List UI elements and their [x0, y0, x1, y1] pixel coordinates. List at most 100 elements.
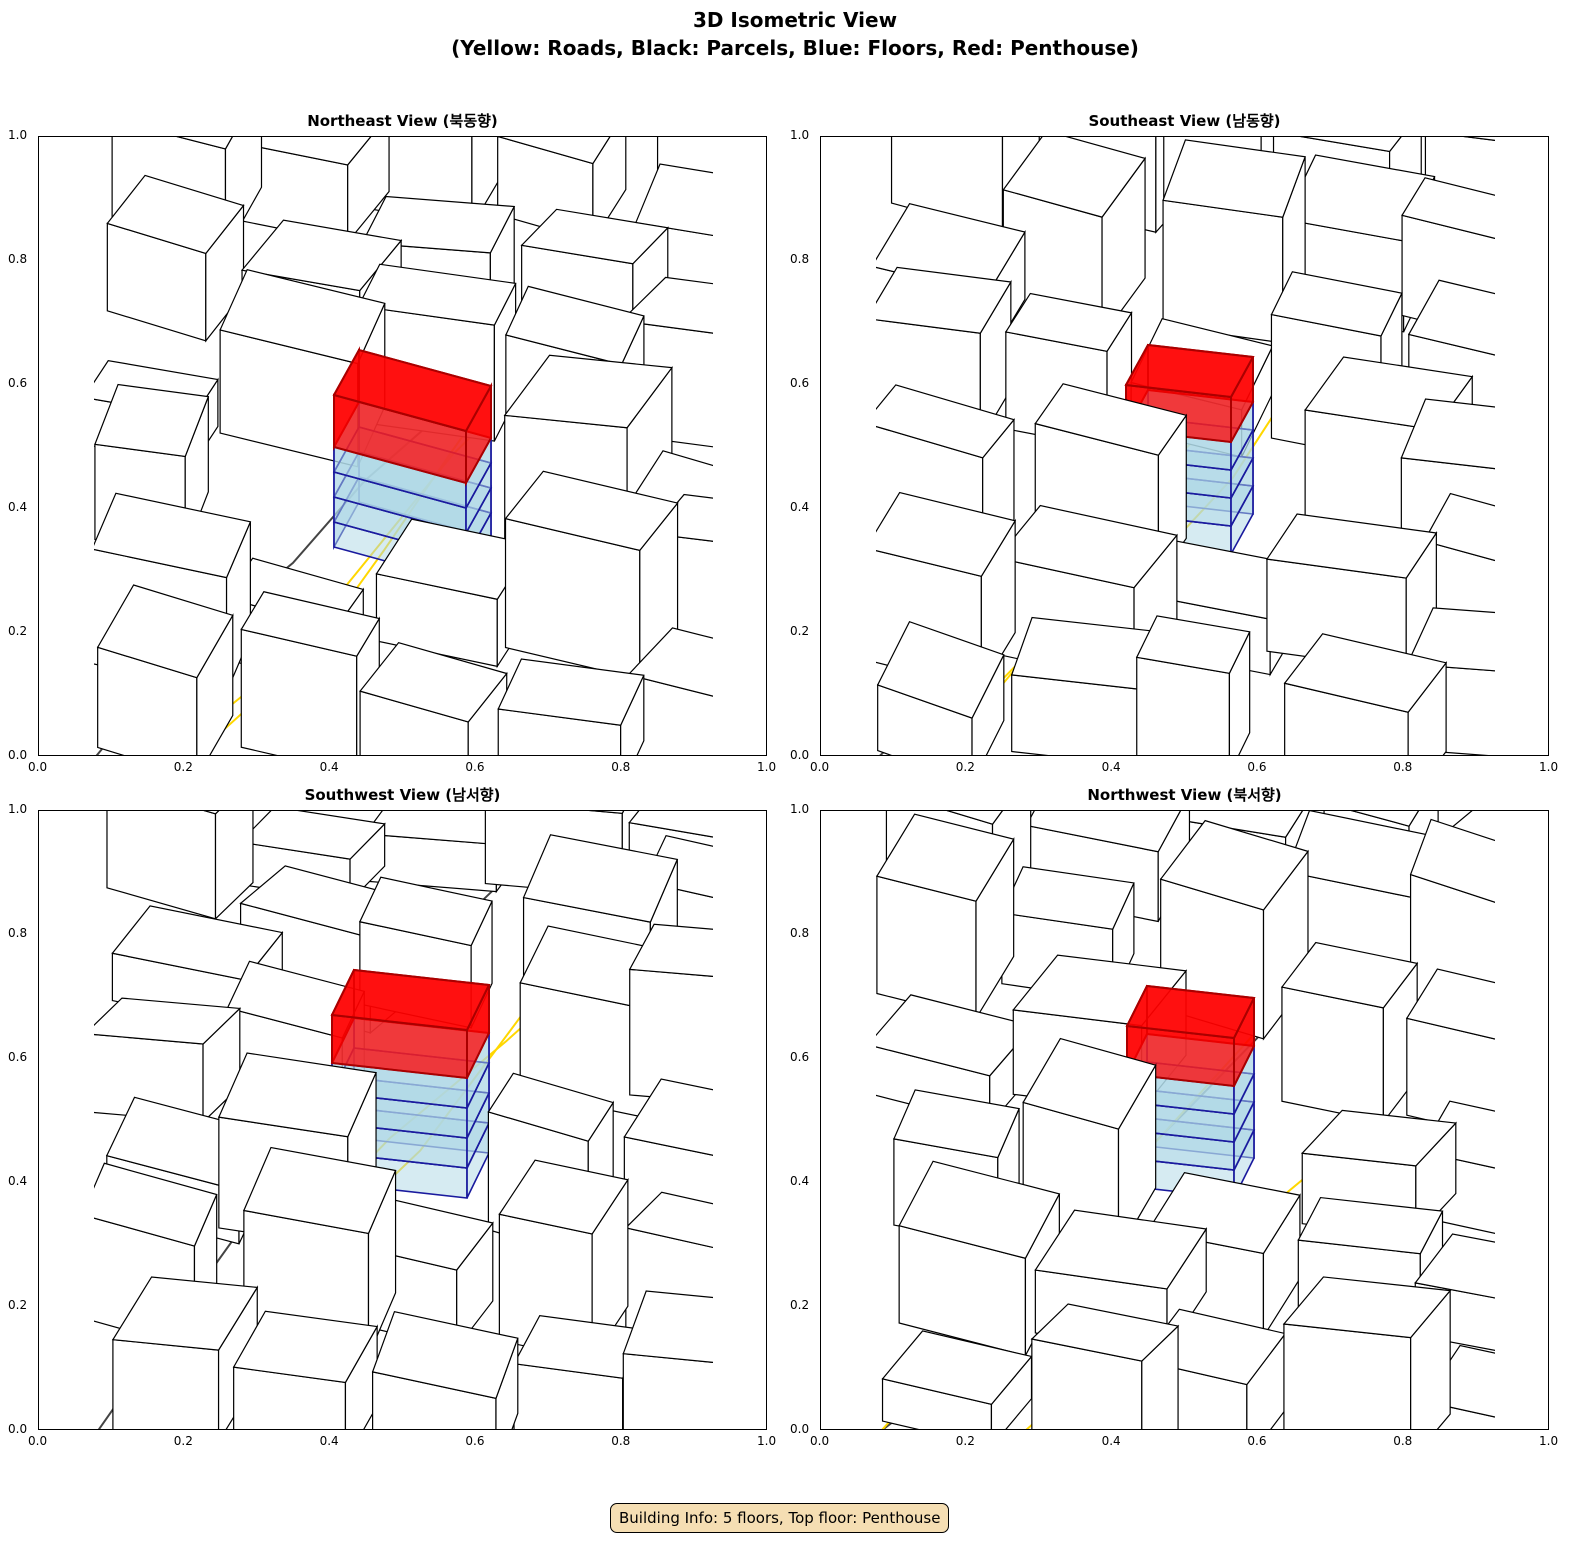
- building-top: [359, 876, 493, 947]
- building-side: [749, 1303, 767, 1430]
- panel-title: Southeast View (남동향): [1088, 112, 1281, 130]
- y-tick-label: 0.4: [8, 500, 28, 514]
- building-info-box: Building Info: 5 floors, Top floor: Pent…: [610, 1503, 950, 1533]
- building-top: [357, 263, 517, 326]
- building-top: [230, 137, 372, 166]
- y-tick-label: 1.0: [8, 128, 28, 142]
- building-top: [1034, 383, 1188, 456]
- building-side: [1548, 1373, 1549, 1430]
- isometric-scene: [876, 811, 1549, 1430]
- building-top: [1407, 279, 1495, 356]
- building-top: [232, 1310, 379, 1384]
- building-front: [1162, 199, 1284, 344]
- building-top: [361, 195, 516, 254]
- building-top: [1401, 177, 1495, 240]
- building-top: [522, 834, 679, 923]
- panel-title: Southwest View (남서향): [304, 786, 501, 804]
- building-side: [592, 137, 627, 244]
- building-top: [634, 163, 713, 237]
- x-tick-label: 0.4: [1101, 1434, 1121, 1448]
- building-top: [1350, 811, 1420, 827]
- building-top: [1030, 1303, 1180, 1362]
- penthouse-top: [1124, 343, 1255, 399]
- building-top: [876, 813, 1015, 902]
- building-top: [240, 219, 403, 292]
- building-top: [219, 268, 386, 365]
- axes-panel: [38, 810, 767, 1430]
- penthouse-top: [1125, 984, 1256, 1040]
- building-side: [755, 660, 767, 756]
- x-tick-label: 0.4: [319, 760, 339, 774]
- building-top: [628, 923, 713, 977]
- y-tick-label: 1.0: [790, 128, 810, 142]
- building-top: [876, 266, 1012, 334]
- building-front: [1281, 986, 1384, 1123]
- y-tick-label: 0.6: [8, 376, 28, 390]
- building-top: [520, 208, 670, 265]
- x-tick-label: 0.8: [611, 760, 631, 774]
- building-top: [1423, 492, 1495, 562]
- building-top: [203, 811, 220, 815]
- x-tick-label: 0.0: [810, 760, 830, 774]
- building-top: [94, 492, 252, 579]
- building-top: [1406, 607, 1495, 672]
- building-top: [505, 285, 645, 366]
- building-top: [1265, 513, 1438, 579]
- title-line-1: 3D Isometric View: [692, 8, 898, 32]
- y-tick-label: 0.8: [790, 252, 810, 266]
- y-tick-label: 0.4: [790, 1174, 810, 1188]
- building-side: [737, 857, 759, 1018]
- building-top: [876, 620, 1005, 719]
- building-top: [1300, 137, 1402, 153]
- building-side: [1543, 618, 1549, 756]
- building-top: [497, 137, 611, 165]
- building-front: [629, 968, 713, 1103]
- building-side: [748, 137, 767, 245]
- building-side: [760, 185, 767, 330]
- building-side: [1543, 1001, 1549, 1147]
- building-top: [624, 1191, 713, 1249]
- building-top: [1300, 1109, 1458, 1167]
- building-front: [106, 811, 217, 920]
- building-top: [503, 354, 673, 429]
- y-tick-label: 0.4: [790, 500, 810, 514]
- building-side: [737, 1102, 767, 1253]
- building-side: [1527, 308, 1549, 453]
- building-top: [111, 905, 284, 981]
- building-top: [94, 383, 210, 458]
- building-top: [893, 1089, 1020, 1159]
- building-front: [112, 1339, 220, 1429]
- isometric-scene: [94, 811, 767, 1430]
- isometric-scene: [94, 137, 767, 756]
- building-top: [1280, 941, 1419, 1009]
- building-front: [622, 1353, 713, 1429]
- building-top: [876, 384, 1016, 459]
- y-tick-label: 0.8: [790, 926, 810, 940]
- x-tick-label: 0.0: [810, 1434, 830, 1448]
- building-top: [243, 1146, 397, 1235]
- building-top: [1297, 1196, 1444, 1255]
- building-top: [363, 811, 522, 846]
- y-tick-label: 0.0: [790, 1422, 810, 1436]
- building-top: [1283, 633, 1448, 713]
- y-tick-label: 0.4: [8, 1174, 28, 1188]
- y-tick-label: 0.2: [790, 1298, 810, 1312]
- building-top: [876, 491, 1017, 577]
- axes-panel: [38, 136, 767, 756]
- y-tick-label: 0.0: [8, 1422, 28, 1436]
- building-top: [498, 1159, 629, 1235]
- y-tick-label: 0.6: [8, 1050, 28, 1064]
- x-tick-label: 0.0: [28, 1434, 48, 1448]
- building-top: [1400, 398, 1495, 470]
- y-tick-label: 0.6: [790, 376, 810, 390]
- building-side: [1522, 521, 1548, 671]
- x-tick-label: 0.6: [1247, 760, 1267, 774]
- building-top: [588, 811, 625, 814]
- building-top: [1162, 139, 1306, 218]
- x-tick-label: 0.2: [173, 760, 193, 774]
- building-top: [1004, 292, 1133, 352]
- building-side: [1518, 137, 1546, 224]
- building-front: [1136, 656, 1231, 755]
- penthouse-top: [332, 348, 493, 433]
